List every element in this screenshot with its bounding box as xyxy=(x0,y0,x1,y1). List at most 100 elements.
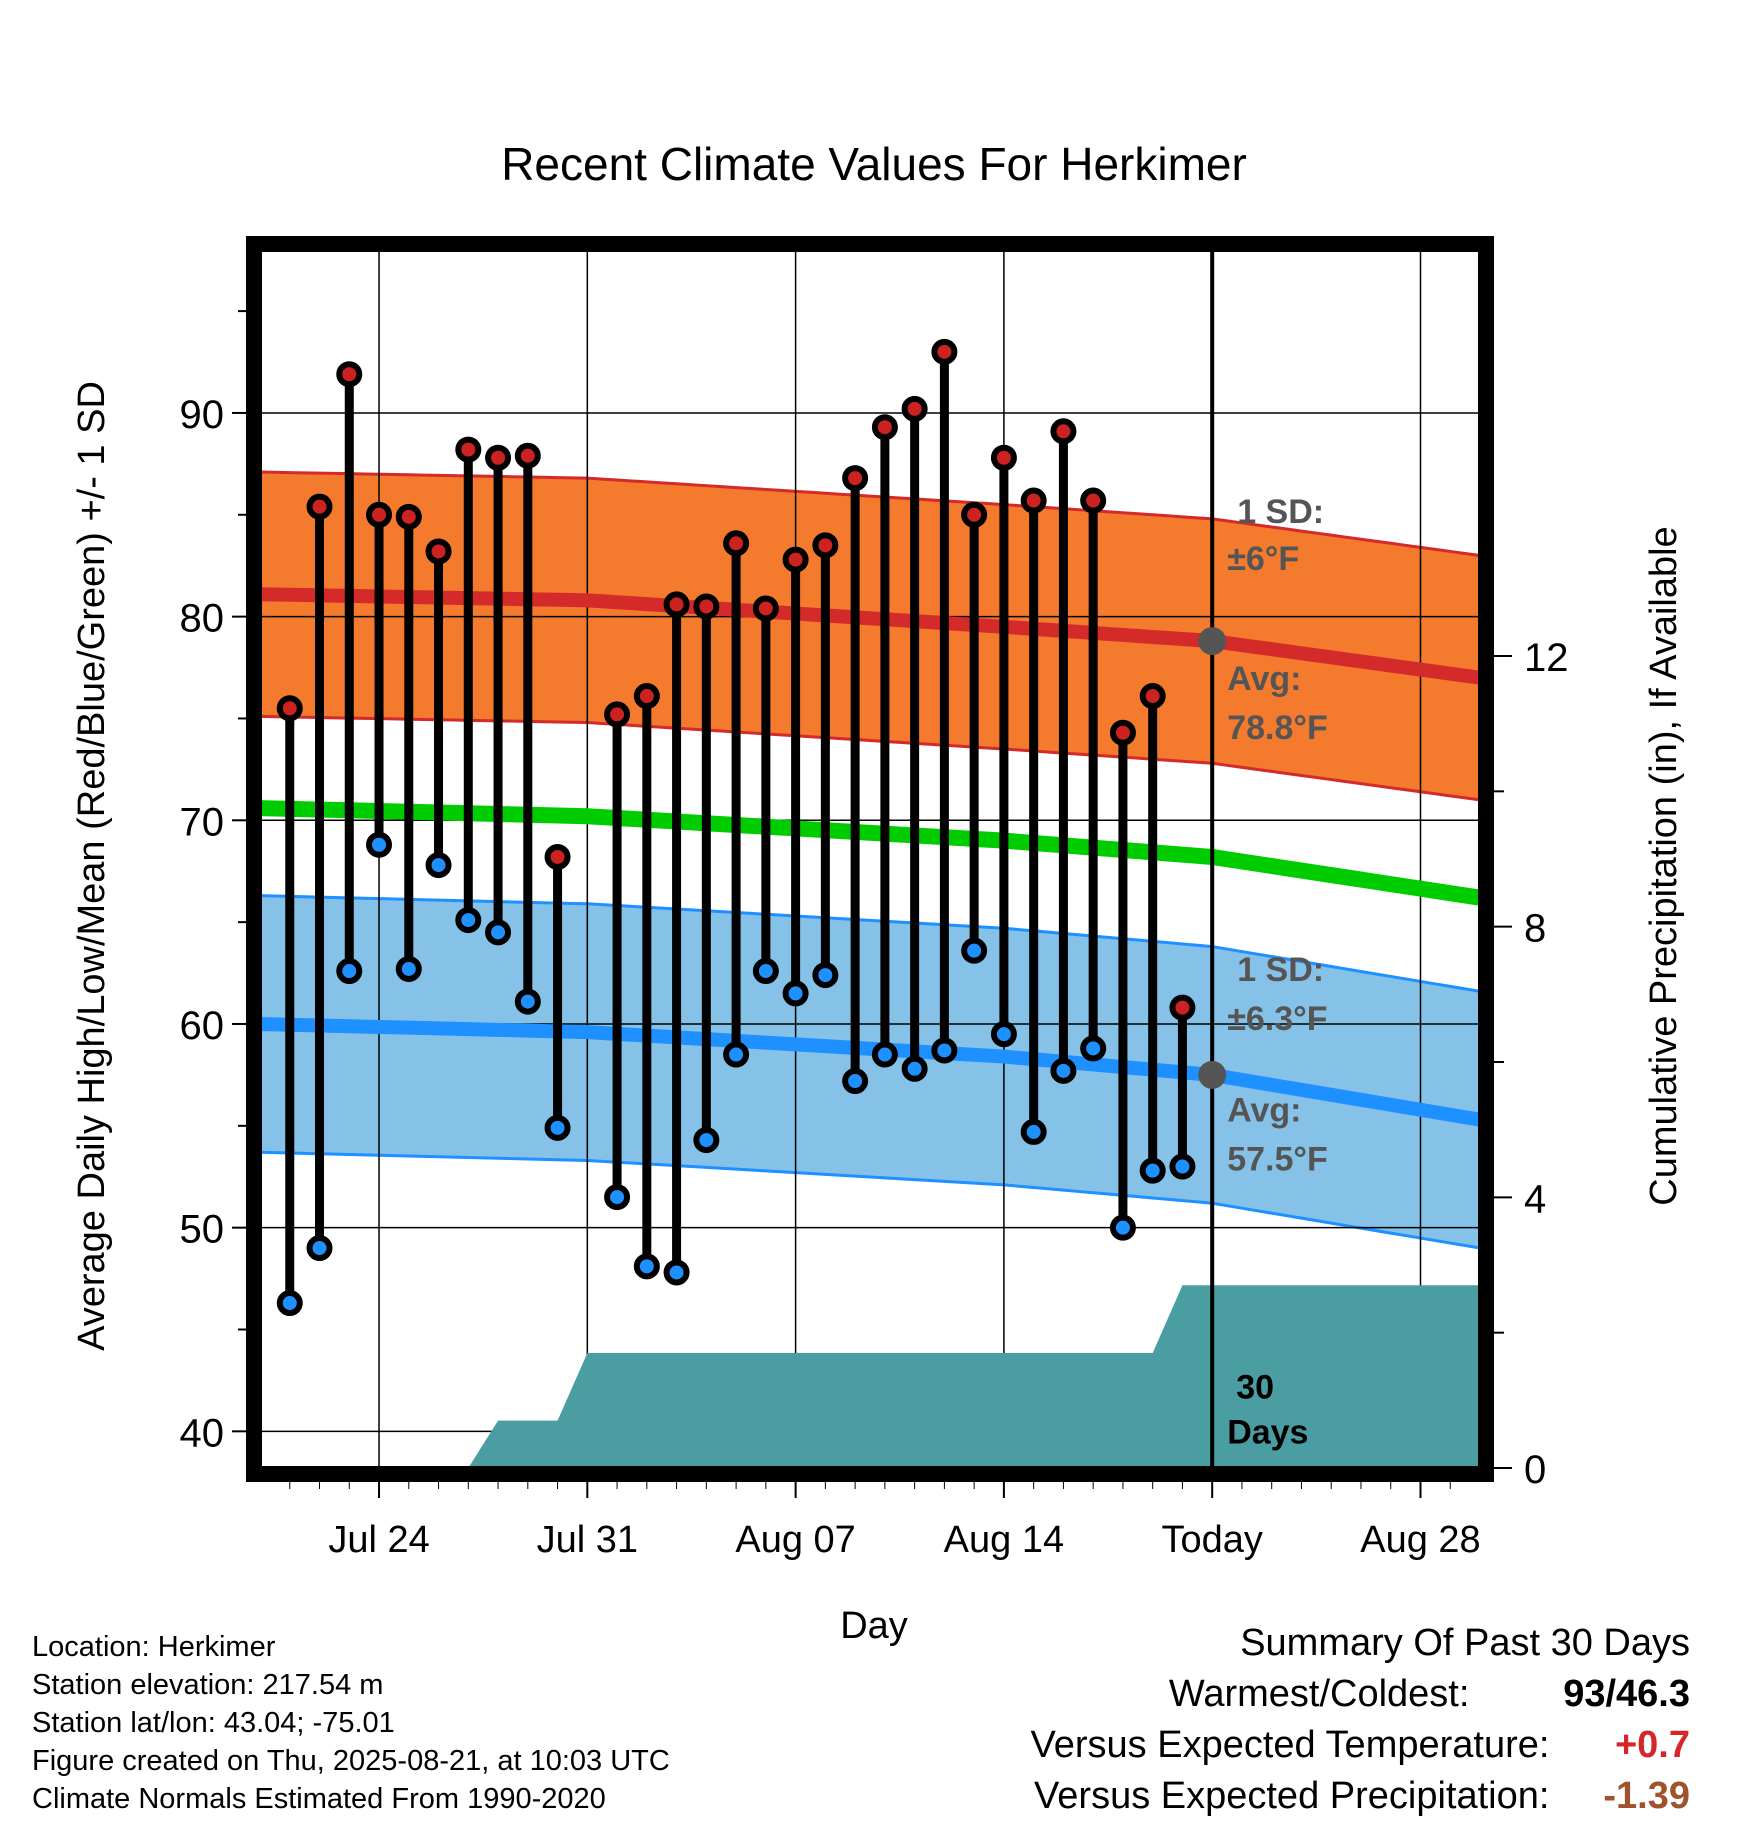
low-sd-label: 1 SD: xyxy=(1237,951,1324,989)
mean-average-line xyxy=(259,800,1482,906)
high-point-2025-07-26 xyxy=(425,538,452,565)
created-text: Figure created on Thu, 2025-08-21, at 10… xyxy=(32,1745,670,1777)
high-point-2025-08-16 xyxy=(1050,418,1077,445)
low-point-2025-07-25 xyxy=(395,955,422,982)
high-point-2025-07-29 xyxy=(514,442,541,469)
warm-cold-value: 93/46.3 xyxy=(1480,1669,1690,1720)
low-avg-label: Avg: xyxy=(1227,1092,1301,1130)
y2-tick-label-0: 0 xyxy=(1524,1448,1546,1492)
y2-tick-label-12: 12 xyxy=(1524,636,1569,680)
high-point-2025-07-27 xyxy=(455,436,482,463)
low-point-2025-08-01 xyxy=(604,1184,631,1211)
low-point-2025-08-20 xyxy=(1169,1153,1196,1180)
high-normal-band-lower-edge xyxy=(259,714,1481,802)
low-point-2025-07-28 xyxy=(485,919,512,946)
coldest-value: 46.3 xyxy=(1616,1673,1690,1715)
low-point-2025-07-21 xyxy=(276,1290,303,1317)
high-sd-value: ±6°F xyxy=(1227,540,1299,578)
low-point-2025-08-17 xyxy=(1080,1035,1107,1062)
low-point-2025-07-29 xyxy=(514,988,541,1015)
high-point-2025-08-19 xyxy=(1139,683,1166,710)
precip-value: -1.39 xyxy=(1603,1775,1690,1817)
high-point-2025-08-15 xyxy=(1020,487,1047,514)
summary-temp: Versus Expected Temperature: +0.7 xyxy=(1031,1720,1690,1771)
low-point-2025-08-16 xyxy=(1050,1057,1077,1084)
warmest-value: 93 xyxy=(1563,1673,1606,1715)
days-label-text: Days xyxy=(1227,1414,1308,1452)
high-normal-band xyxy=(260,472,1480,800)
high-point-2025-07-21 xyxy=(276,695,303,722)
low-point-2025-08-04 xyxy=(693,1127,720,1154)
high-point-2025-08-03 xyxy=(663,591,690,618)
low-point-2025-08-07 xyxy=(782,980,809,1007)
high-point-2025-08-13 xyxy=(961,501,988,528)
high-point-2025-07-22 xyxy=(306,493,333,520)
low-average-line xyxy=(259,1016,1482,1127)
high-point-2025-08-12 xyxy=(931,338,958,365)
x-tick-label-5: Aug 28 xyxy=(1360,1519,1480,1561)
low-point-2025-08-03 xyxy=(663,1259,690,1286)
low-point-2025-08-13 xyxy=(961,937,988,964)
station-info: Location: Herkimer Station elevation: 21… xyxy=(32,1628,670,1818)
low-point-2025-08-15 xyxy=(1020,1118,1047,1145)
low-point-2025-07-30 xyxy=(544,1114,571,1141)
high-point-2025-08-06 xyxy=(752,595,779,622)
high-point-2025-07-24 xyxy=(366,501,393,528)
x-tick-label-3: Aug 14 xyxy=(944,1519,1064,1561)
x-tick-label-1: Jul 31 xyxy=(537,1519,638,1561)
low-point-2025-08-05 xyxy=(723,1041,750,1068)
high-point-2025-08-09 xyxy=(842,465,869,492)
summary-precip: Versus Expected Precipitation: -1.39 xyxy=(1031,1771,1690,1822)
high-point-2025-08-20 xyxy=(1169,994,1196,1021)
plot-frame xyxy=(246,236,1494,1482)
high-point-2025-08-18 xyxy=(1109,719,1136,746)
low-point-2025-07-23 xyxy=(336,958,363,985)
high-point-2025-08-08 xyxy=(812,532,839,559)
y-tick-label-80: 80 xyxy=(180,597,225,641)
elevation-text: Station elevation: 217.54 m xyxy=(32,1669,384,1701)
warm-cold-separator: / xyxy=(1605,1673,1617,1715)
high-normal-band-upper-edge xyxy=(259,470,1481,558)
low-point-2025-08-14 xyxy=(990,1021,1017,1048)
low-point-2025-08-11 xyxy=(901,1055,928,1082)
y2-tick-label-8: 8 xyxy=(1524,907,1546,951)
high-average-line xyxy=(259,587,1481,685)
high-point-2025-08-11 xyxy=(901,395,928,422)
low-point-2025-08-18 xyxy=(1109,1214,1136,1241)
low-point-2025-07-26 xyxy=(425,852,452,879)
high-point-2025-08-14 xyxy=(990,444,1017,471)
high-point-2025-07-23 xyxy=(336,361,363,388)
low-normal-band xyxy=(260,895,1480,1249)
x-tick-label-0: Jul 24 xyxy=(328,1519,429,1561)
high-point-2025-07-28 xyxy=(485,444,512,471)
y2-axis-label: Cumulative Precipitation (in), If Availa… xyxy=(1643,526,1685,1205)
high-point-2025-07-25 xyxy=(395,503,422,530)
low-normal-band-lower-edge xyxy=(259,1150,1481,1250)
high-point-2025-08-17 xyxy=(1080,487,1107,514)
low-avg-value: 57.5°F xyxy=(1227,1141,1328,1179)
y-tick-label-40: 40 xyxy=(180,1411,225,1455)
low-point-2025-08-19 xyxy=(1139,1157,1166,1184)
precipitation-area xyxy=(260,1285,1480,1468)
y-tick-label-60: 60 xyxy=(180,1004,225,1048)
low-point-2025-08-09 xyxy=(842,1068,869,1095)
low-point-2025-08-08 xyxy=(812,962,839,989)
low-sd-value: ±6.3°F xyxy=(1227,1000,1327,1038)
summary-panel: Summary Of Past 30 Days Warmest/Coldest:… xyxy=(1031,1618,1690,1822)
today-low-avg-marker xyxy=(1198,1060,1227,1089)
high-avg-value: 78.8°F xyxy=(1227,709,1328,747)
today-high-avg-marker xyxy=(1198,627,1227,656)
low-point-2025-08-02 xyxy=(633,1253,660,1280)
high-point-2025-08-04 xyxy=(693,593,720,620)
normals-text: Climate Normals Estimated From 1990-2020 xyxy=(32,1783,606,1815)
location-text: Location: Herkimer xyxy=(32,1631,276,1663)
y-tick-label-50: 50 xyxy=(180,1208,225,1252)
high-point-2025-08-07 xyxy=(782,546,809,573)
warm-cold-label: Warmest/Coldest: xyxy=(1168,1673,1470,1715)
high-point-2025-07-30 xyxy=(544,843,571,870)
temp-label: Versus Expected Temperature: xyxy=(1030,1724,1550,1766)
temp-value: +0.7 xyxy=(1614,1724,1690,1766)
high-avg-label: Avg: xyxy=(1227,660,1301,698)
y-tick-label-90: 90 xyxy=(180,393,225,437)
